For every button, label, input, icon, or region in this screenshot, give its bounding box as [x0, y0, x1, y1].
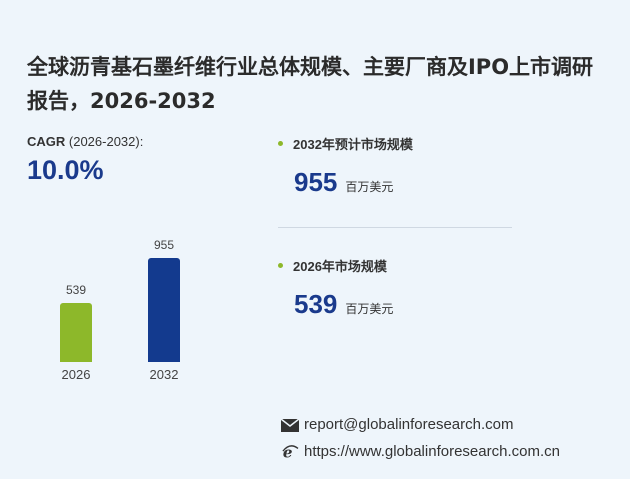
stat-2026: 2026年市场规模 539 百万美元: [278, 256, 393, 320]
bullet-dot: [278, 141, 283, 146]
website-text[interactable]: https://www.globalinforesearch.com.cn: [304, 443, 560, 460]
bar-value-label: 539: [65, 283, 87, 298]
email-contact[interactable]: report@globalinforesearch.com: [280, 416, 514, 433]
category-label: 2032: [149, 367, 179, 382]
stat-unit: 百万美元: [345, 302, 394, 316]
stat-value: 539: [294, 289, 338, 319]
bar-value-label: 955: [153, 238, 175, 252]
stat-unit: 百万美元: [345, 180, 394, 194]
cagr-label: CAGR (2026-2032):: [27, 134, 144, 149]
browser-e-icon: e: [282, 444, 299, 460]
stat-label: 2032年预计市场规模: [293, 137, 413, 152]
bar-2026: [60, 303, 92, 362]
divider: [278, 227, 512, 228]
category-label: 2026: [61, 367, 91, 382]
cagr-value: 10.0%: [27, 155, 104, 185]
bullet-dot: [278, 263, 283, 268]
stat-value: 955: [294, 167, 338, 197]
website-contact[interactable]: e https://www.globalinforesearch.com.cn: [280, 443, 560, 460]
stat-2032: 2032年预计市场规模 955 百万美元: [278, 134, 413, 198]
bar-chart: 539 2026 955 2032: [40, 230, 210, 390]
svg-text:e: e: [283, 444, 293, 460]
page-title: 全球沥青基石墨纤维行业总体规模、主要厂商及IPO上市调研报告，2026-2032: [27, 55, 594, 113]
bar-2032: [148, 258, 180, 362]
email-text[interactable]: report@globalinforesearch.com: [304, 416, 514, 433]
mail-icon: [280, 417, 300, 432]
stat-label: 2026年市场规模: [293, 259, 387, 274]
